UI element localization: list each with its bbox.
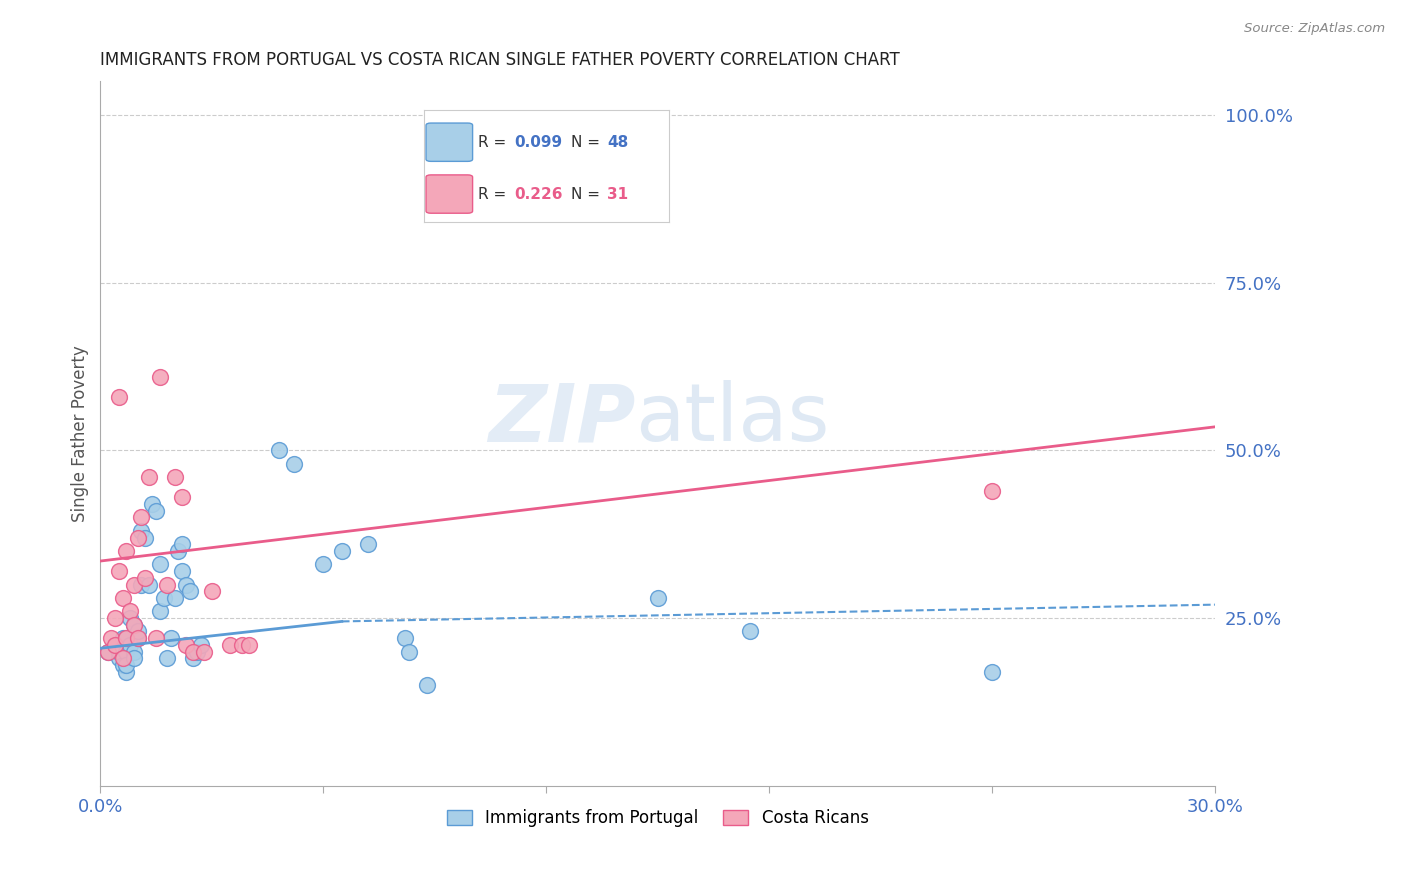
Legend: Immigrants from Portugal, Costa Ricans: Immigrants from Portugal, Costa Ricans — [440, 803, 875, 834]
Point — [104, 611, 127, 625]
Point — [134, 571, 156, 585]
Point — [115, 544, 138, 558]
Text: IMMIGRANTS FROM PORTUGAL VS COSTA RICAN SINGLE FATHER POVERTY CORRELATION CHART: IMMIGRANTS FROM PORTUGAL VS COSTA RICAN … — [100, 51, 900, 69]
Point — [104, 638, 127, 652]
Point — [981, 665, 1004, 679]
Point — [104, 638, 127, 652]
Point — [267, 443, 290, 458]
Point — [193, 645, 215, 659]
Point — [174, 638, 197, 652]
Point — [190, 638, 212, 652]
Point — [152, 591, 174, 605]
Point — [145, 504, 167, 518]
Point — [122, 617, 145, 632]
Point — [163, 591, 186, 605]
Point — [145, 631, 167, 645]
Point — [647, 591, 669, 605]
Point — [357, 537, 380, 551]
Point — [134, 531, 156, 545]
Point — [141, 497, 163, 511]
Point — [138, 577, 160, 591]
Point — [156, 577, 179, 591]
Point — [163, 470, 186, 484]
Text: ZIP: ZIP — [488, 381, 636, 458]
Point — [330, 544, 353, 558]
Point — [111, 591, 134, 605]
Point — [122, 645, 145, 659]
Point — [238, 638, 260, 652]
Point — [97, 645, 120, 659]
Point — [108, 564, 131, 578]
Point — [115, 665, 138, 679]
Point — [172, 537, 194, 551]
Point — [129, 524, 152, 538]
Point — [127, 631, 149, 645]
Point — [172, 491, 194, 505]
Point — [149, 369, 172, 384]
Point — [108, 390, 131, 404]
Point — [120, 611, 142, 625]
Point — [122, 617, 145, 632]
Point — [108, 651, 131, 665]
Point — [120, 604, 142, 618]
Point — [122, 651, 145, 665]
Point — [167, 544, 190, 558]
Point — [149, 604, 172, 618]
Point — [111, 631, 134, 645]
Point — [127, 631, 149, 645]
Point — [416, 678, 439, 692]
Point — [231, 638, 253, 652]
Point — [160, 631, 183, 645]
Y-axis label: Single Father Poverty: Single Father Poverty — [72, 345, 89, 522]
Point — [181, 645, 204, 659]
Point — [115, 631, 138, 645]
Point — [398, 645, 420, 659]
Point — [312, 558, 335, 572]
Point — [115, 645, 138, 659]
Point — [120, 638, 142, 652]
Point — [172, 564, 194, 578]
Point — [97, 645, 120, 659]
Point — [283, 457, 305, 471]
Point — [111, 658, 134, 673]
Point — [219, 638, 242, 652]
Point — [181, 651, 204, 665]
Point — [127, 531, 149, 545]
Point — [108, 645, 131, 659]
Point — [111, 651, 134, 665]
Point — [186, 645, 208, 659]
Text: atlas: atlas — [636, 381, 830, 458]
Point — [740, 624, 762, 639]
Point — [115, 631, 138, 645]
Text: Source: ZipAtlas.com: Source: ZipAtlas.com — [1244, 22, 1385, 36]
Point — [149, 558, 172, 572]
Point — [138, 470, 160, 484]
Point — [981, 483, 1004, 498]
Point — [122, 577, 145, 591]
Point — [100, 631, 122, 645]
Point — [129, 510, 152, 524]
Point — [127, 624, 149, 639]
Point — [201, 584, 224, 599]
Point — [394, 631, 416, 645]
Point — [115, 658, 138, 673]
Point — [179, 584, 201, 599]
Point — [174, 577, 197, 591]
Point — [156, 651, 179, 665]
Point — [129, 577, 152, 591]
